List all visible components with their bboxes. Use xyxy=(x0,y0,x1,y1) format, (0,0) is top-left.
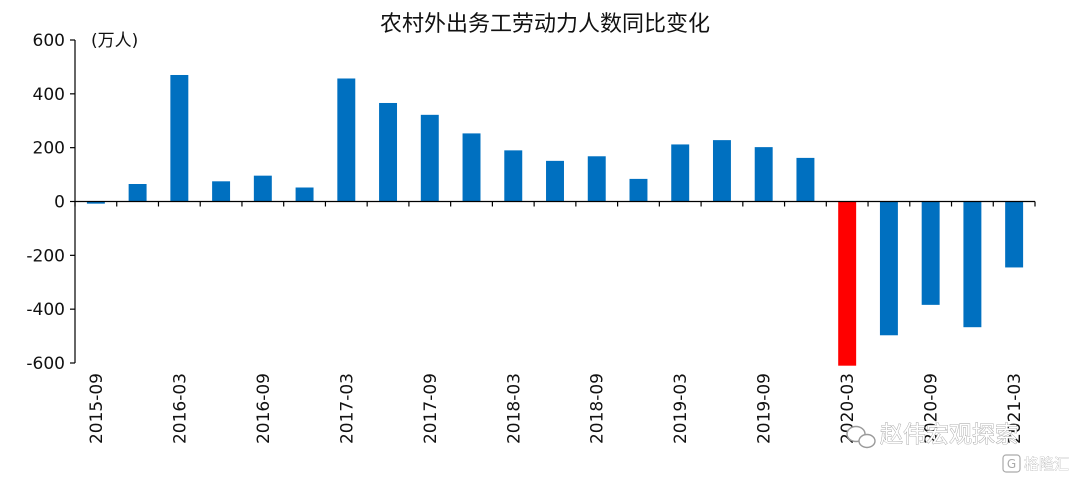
bar-2016-09 xyxy=(253,175,272,202)
bar-2020-06 xyxy=(879,201,898,336)
bar-2017-06 xyxy=(379,102,398,202)
bar-series xyxy=(86,74,1024,366)
logo: G 格隆汇 xyxy=(1002,454,1069,473)
bar-2017-12 xyxy=(462,133,481,202)
x-tick-label: 2016-03 xyxy=(170,373,190,444)
logo-g-glyph: G xyxy=(1007,457,1016,471)
unit-label: (万人) xyxy=(91,31,138,51)
watermark: 赵伟宏观探索 xyxy=(846,422,1018,449)
y-tick-label: 0 xyxy=(54,193,65,213)
x-tick-label: 2021-03 xyxy=(1005,373,1025,444)
bar-2016-03 xyxy=(170,74,189,202)
y-tick-label: 600 xyxy=(33,31,65,51)
bar-2017-03 xyxy=(337,78,356,202)
x-axis: 2015-09 2016-03 2016-09 2017-03 2017-09 2018-… xyxy=(74,200,1036,444)
wechat-icon xyxy=(846,425,876,449)
y-tick-label: -400 xyxy=(26,300,65,320)
bar-2020-09 xyxy=(921,201,940,305)
y-axis: 600 400 200 0 -200 -400 -600 xyxy=(26,31,76,374)
bar-2020-12 xyxy=(963,201,982,328)
bar-2018-06 xyxy=(546,160,564,202)
bar-2016-12 xyxy=(295,187,314,202)
x-tick-label: 2019-03 xyxy=(671,373,691,444)
bar-2019-06 xyxy=(712,140,731,202)
bar-2019-12 xyxy=(796,157,815,202)
x-tick-label: 2017-03 xyxy=(337,373,357,444)
bar-2018-12 xyxy=(629,178,648,202)
y-tick-label: 400 xyxy=(33,85,65,105)
x-tick-label: 2016-09 xyxy=(254,373,274,444)
watermark-text: 赵伟宏观探索 xyxy=(880,422,1018,448)
logo-text: 格隆汇 xyxy=(1024,455,1069,473)
x-tick-label: 2015-09 xyxy=(87,373,107,444)
logo-g-icon xyxy=(1002,454,1021,473)
bar-2016-06 xyxy=(212,181,231,202)
x-tick-label: 2019-09 xyxy=(755,373,775,444)
y-tick-label: 200 xyxy=(33,139,65,159)
bar-2019-09 xyxy=(754,147,773,202)
bar-2020-03 xyxy=(838,201,857,366)
bar-2019-03 xyxy=(671,144,690,202)
bar-2015-09 xyxy=(86,201,105,204)
x-tick-label: 2018-09 xyxy=(588,373,608,444)
y-tick-label: -600 xyxy=(26,354,65,374)
x-tick-label: 2018-03 xyxy=(504,373,524,444)
x-tick-label: 2017-09 xyxy=(421,373,441,444)
chart-title: 农村外出务工劳动力人数同比变化 xyxy=(380,12,710,37)
bar-2018-03 xyxy=(504,150,523,202)
bar-2015-12 xyxy=(128,184,147,202)
bar-2018-09 xyxy=(587,156,606,202)
y-tick-label: -200 xyxy=(26,246,65,266)
x-tick-label: 2020-09 xyxy=(922,373,942,444)
bar-2017-09 xyxy=(420,114,439,202)
bar-2021-03 xyxy=(1005,201,1024,268)
